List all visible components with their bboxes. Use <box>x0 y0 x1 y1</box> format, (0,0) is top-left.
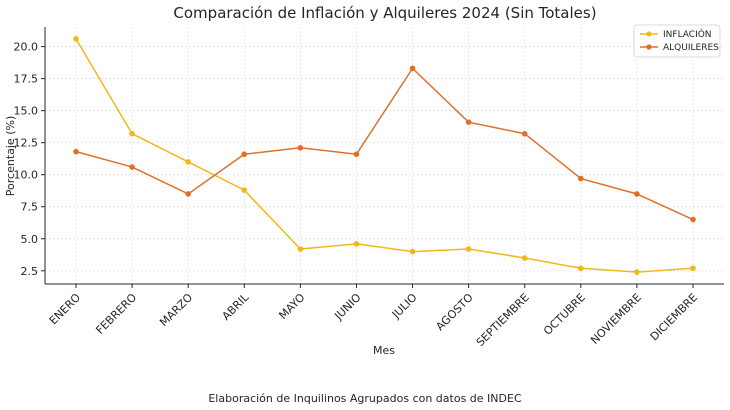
chart-title: Comparación de Inflación y Alquileres 20… <box>173 4 596 22</box>
x-tick-label: JUNIO <box>331 291 363 323</box>
y-tick-label: 2.5 <box>21 265 39 278</box>
axes <box>44 27 724 285</box>
data-point-alquileres <box>297 145 304 151</box>
x-tick-label: DICIEMBRE <box>648 291 701 344</box>
y-tick-label: 17.5 <box>14 73 39 86</box>
data-point-alquileres <box>73 148 79 155</box>
x-tick-label: FEBRERO <box>93 291 139 337</box>
legend-label-inflacion: INFLACIÓN <box>663 28 712 40</box>
y-tick-label: 12.5 <box>14 137 39 150</box>
x-tick-label: ENERO <box>47 291 84 328</box>
data-point-alquileres <box>241 151 248 158</box>
data-point-inflacion <box>297 246 304 252</box>
y-ticks: 2.5 5.0 7.5 10.0 12.5 15.0 17.5 20.0 <box>14 41 45 278</box>
data-point-inflacion <box>521 255 528 261</box>
data-point-inflacion <box>578 265 584 272</box>
data-point-alquileres <box>465 119 472 125</box>
legend-label-alquileres: ALQUILERES <box>663 43 719 53</box>
y-tick-label: 15.0 <box>14 105 39 118</box>
x-tick-label: MAYO <box>276 291 307 322</box>
y-tick-label: 7.5 <box>21 201 39 214</box>
x-ticks: ENERO FEBRERO MARZO ABRIL MAYO JUNIO JULIO AGOS… <box>47 284 700 349</box>
series-line-inflacion <box>75 38 694 273</box>
data-point-inflacion <box>241 187 248 193</box>
y-axis-label: Porcentaje (%) <box>4 116 17 196</box>
series <box>73 36 696 275</box>
data-point-alquileres <box>634 191 640 197</box>
x-tick-label: OCTUBRE <box>541 291 588 338</box>
y-tick-label: 5.0 <box>21 233 39 246</box>
data-point-inflacion <box>634 269 640 275</box>
x-tick-label: ABRIL <box>220 290 252 322</box>
data-point-inflacion <box>185 159 191 165</box>
data-point-alquileres <box>353 151 360 158</box>
x-tick-label: JULIO <box>389 291 420 322</box>
data-point-alquileres <box>521 130 528 137</box>
series-line-alquileres <box>75 67 694 221</box>
data-point-inflacion <box>73 36 79 42</box>
x-tick-label: AGOSTO <box>433 291 476 334</box>
data-point-alquileres <box>185 191 191 197</box>
data-point-inflacion <box>129 130 135 137</box>
data-point-inflacion <box>409 248 416 255</box>
data-point-inflacion <box>353 241 360 247</box>
grid <box>45 27 724 284</box>
data-point-inflacion <box>465 246 472 252</box>
data-point-alquileres <box>690 216 696 223</box>
legend-marker-inflacion <box>646 31 652 37</box>
footer-text: Elaboración de Inquilinos Agrupados con … <box>208 392 522 405</box>
x-tick-label: MARZO <box>157 291 195 329</box>
data-point-alquileres <box>578 175 584 182</box>
x-tick-label: NOVIEMBRE <box>588 291 644 347</box>
x-tick-label: SEPTIEMBRE <box>474 291 532 349</box>
y-tick-label: 20.0 <box>14 41 39 54</box>
data-point-alquileres <box>409 65 416 72</box>
y-tick-label: 10.0 <box>14 169 39 182</box>
data-point-alquileres <box>129 164 135 170</box>
legend: INFLACIÓN ALQUILERES <box>633 24 721 58</box>
legend-box <box>633 24 721 58</box>
x-axis-label: Mes <box>373 344 395 357</box>
data-point-inflacion <box>690 265 696 272</box>
legend-marker-alquileres <box>646 44 652 50</box>
